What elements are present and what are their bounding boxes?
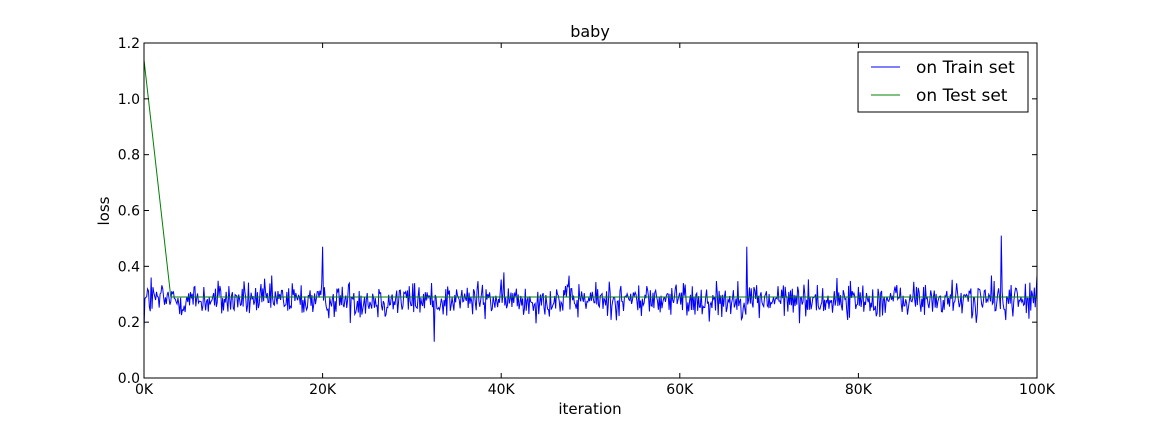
series-line-on-train-set — [144, 235, 1037, 342]
axis-ticks: 0K 20K 40K 60K 80K 100K 0.0 0.2 0.4 0.6 0.8 1.0 1.2 — [118, 36, 1056, 398]
legend: on Train set on Test set — [857, 51, 1029, 113]
y-tick-label: 1.2 — [118, 36, 140, 52]
legend-box — [857, 51, 1029, 113]
x-tick-label: 80K — [845, 382, 873, 398]
y-tick-label: 0.6 — [118, 204, 140, 220]
x-tick-label: 0K — [135, 382, 154, 398]
y-tick-label: 0.0 — [118, 371, 140, 387]
x-tick-label: 100K — [1019, 382, 1056, 398]
y-tick-label: 0.4 — [118, 259, 140, 275]
y-axis-label: loss — [95, 196, 113, 225]
legend-label: on Train set — [916, 58, 1015, 78]
y-tick-label: 0.2 — [118, 315, 140, 331]
y-tick-label: 1.0 — [118, 92, 140, 108]
x-tick-label: 20K — [309, 382, 337, 398]
x-tick-label: 40K — [488, 382, 516, 398]
series-line-on-test-set — [144, 59, 1037, 298]
x-tick-label: 60K — [666, 382, 694, 398]
y-tick-label: 0.8 — [118, 148, 140, 164]
x-axis-label: iteration — [558, 400, 621, 418]
legend-label: on Test set — [916, 86, 1008, 106]
chart-title: baby — [570, 22, 610, 41]
plot-area — [144, 59, 1037, 342]
